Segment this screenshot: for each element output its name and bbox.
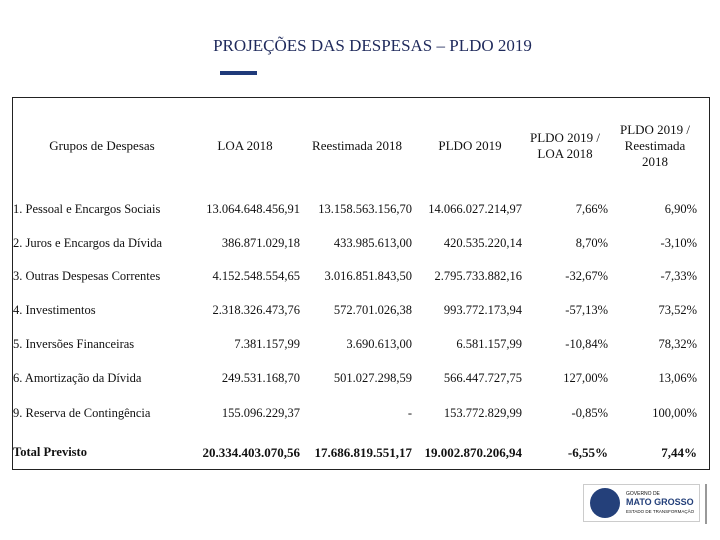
cell: 17.686.819.551,17: [314, 445, 413, 460]
header-cell: PLDO 2019 /: [529, 130, 601, 145]
cell: 3.690.613,00: [346, 337, 412, 351]
cell: 155.096.229,37: [221, 406, 300, 420]
logo-line: MATO GROSSO: [626, 497, 694, 507]
cell: 14.066.027.214,97: [428, 202, 522, 216]
row-label: 9. Reserva de Contingência: [13, 406, 151, 420]
cell: 3.016.851.843,50: [324, 269, 413, 283]
cell: 73,52%: [658, 303, 697, 317]
cell: 386.871.029,18: [221, 236, 300, 250]
cell: 13.158.563.156,70: [318, 202, 412, 216]
cell: 566.447.727,75: [443, 371, 522, 385]
cell: 100,00%: [652, 406, 697, 420]
table-box: [12, 97, 710, 470]
logo-box: GOVERNO DE MATO GROSSO ESTADO DE TRANSFO…: [583, 484, 700, 522]
cell: 420.535.220,14: [443, 236, 522, 250]
title: PROJEÇÕES DAS DESPESAS – PLDO 2019: [213, 36, 532, 55]
cell: -7,33%: [660, 269, 697, 283]
cell: 433.985.613,00: [333, 236, 412, 250]
cell: -6,55%: [567, 445, 608, 460]
cell: 2.318.326.473,76: [212, 303, 301, 317]
cell: 7.381.157,99: [234, 337, 300, 351]
cell: 249.531.168,70: [221, 371, 300, 385]
cell: 127,00%: [563, 371, 608, 385]
cell: 8,70%: [575, 236, 608, 250]
header-cell: Reestimada 2018: [312, 138, 402, 153]
cell: 20.334.403.070,56: [202, 445, 301, 460]
header-cell: 2018: [642, 154, 668, 169]
row-label: Total Previsto: [13, 445, 87, 459]
cell: 7,66%: [575, 202, 608, 216]
cell: 13.064.648.456,91: [206, 202, 300, 216]
logo-emblem: [590, 488, 620, 518]
cell: -0,85%: [571, 406, 608, 420]
row-label: 1. Pessoal e Encargos Sociais: [13, 202, 161, 216]
header-cell: LOA 2018: [537, 146, 593, 161]
cell: 13,06%: [658, 371, 697, 385]
row-label: 3. Outras Despesas Correntes: [13, 269, 161, 283]
logo-line: GOVERNO DE: [626, 491, 660, 497]
cell: -3,10%: [660, 236, 697, 250]
cell: -57,13%: [565, 303, 608, 317]
cell: 6,90%: [664, 202, 697, 216]
cell: 993.772.173,94: [443, 303, 522, 317]
cell: 572.701.026,38: [333, 303, 412, 317]
cell: 6.581.157,99: [456, 337, 522, 351]
header-cell: Reestimada: [624, 138, 686, 153]
title-underline: [220, 71, 257, 75]
row-label: 4. Investimentos: [13, 303, 96, 317]
cell: 4.152.548.554,65: [212, 269, 301, 283]
header-cell: PLDO 2019: [438, 138, 502, 153]
cell: 501.027.298,59: [333, 371, 412, 385]
row-label: 2. Juros e Encargos da Dívida: [13, 236, 163, 250]
logo-line: ESTADO DE TRANSFORMAÇÃO: [626, 509, 695, 514]
cell: 78,32%: [658, 337, 697, 351]
row-label: 6. Amortização da Dívida: [13, 371, 142, 385]
cell: 7,44%: [661, 445, 697, 460]
header-cell: PLDO 2019 /: [619, 122, 691, 137]
cell: -: [407, 406, 412, 420]
header-cell: Grupos de Despesas: [49, 138, 155, 153]
header-cell: LOA 2018: [217, 138, 273, 153]
cell: 19.002.870.206,94: [424, 445, 523, 460]
cell: 153.772.829,99: [443, 406, 522, 420]
cell: -32,67%: [565, 269, 608, 283]
cell: -10,84%: [565, 337, 608, 351]
cell: 2.795.733.882,16: [434, 269, 523, 283]
row-label: 5. Inversões Financeiras: [13, 337, 135, 351]
side-line: [705, 484, 707, 524]
